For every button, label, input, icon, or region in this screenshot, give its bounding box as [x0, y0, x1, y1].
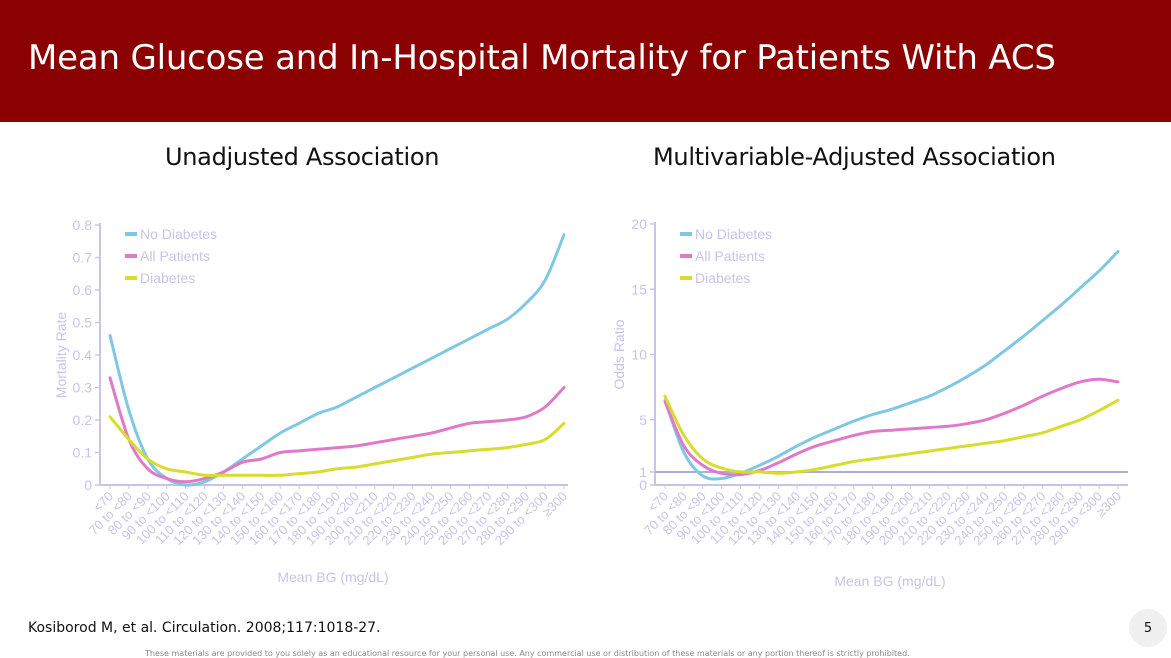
unadjusted-y-tick-label: 0.2 [73, 412, 93, 428]
panel-title-unadjusted: Unadjusted Association [165, 143, 440, 171]
unadjusted-y-tick-label: 0.4 [73, 347, 93, 363]
unadjusted-y-tick-label: 0.5 [73, 315, 93, 331]
unadjusted-y-tick-label: 0.8 [73, 217, 93, 233]
unadjusted-y-axis-label: Mortality Rate [53, 312, 69, 399]
citation: Kosiborod M, et al. Circulation. 2008;11… [28, 620, 381, 636]
adjusted-series-line-2 [663, 394, 1120, 475]
adjusted-y-tick-label: 15 [631, 281, 647, 297]
adjusted-legend-label: Diabetes [695, 270, 750, 286]
panel-title-adjusted: Multivariable-Adjusted Association [653, 143, 1056, 171]
unadjusted-legend-label: All Patients [140, 248, 210, 264]
unadjusted-y-tick-label: 0.3 [73, 380, 93, 396]
unadjusted-y-tick-label: 0.7 [73, 250, 93, 266]
page-number-badge: 5 [1129, 609, 1167, 647]
adjusted-y-tick-label: 10 [631, 347, 647, 363]
unadjusted-legend-label: Diabetes [140, 270, 195, 286]
adjusted-y-tick-label: 20 [631, 216, 647, 232]
unadjusted-y-tick-label: 0.1 [73, 445, 93, 461]
adjusted-x-axis-label: Mean BG (mg/dL) [834, 573, 945, 589]
adjusted-y-tick-label: 1 [639, 464, 647, 480]
unadjusted-series-line-0 [108, 233, 566, 487]
adjusted-legend-label: All Patients [695, 248, 765, 264]
unadjusted-series-line-2 [108, 415, 566, 478]
adjusted-legend-label: No Diabetes [695, 226, 772, 242]
unadjusted-y-tick-label: 0.6 [73, 282, 93, 298]
adjusted-series-line-1 [663, 377, 1120, 477]
unadjusted-legend-label: No Diabetes [140, 226, 217, 242]
adjusted-y-axis-label: Odds Ratio [611, 319, 627, 389]
unadjusted-series-line-1 [108, 376, 566, 484]
adjusted-y-tick-label: 0 [639, 477, 647, 493]
unadjusted-y-tick-label: 0 [84, 477, 92, 493]
unadjusted-x-axis-label: Mean BG (mg/dL) [277, 569, 388, 585]
slide-title: Mean Glucose and In-Hospital Mortality f… [28, 38, 1056, 78]
adjusted-y-tick-label: 5 [639, 412, 647, 428]
disclaimer: These materials are provided to you sole… [145, 649, 910, 658]
title-banner [0, 0, 1171, 122]
